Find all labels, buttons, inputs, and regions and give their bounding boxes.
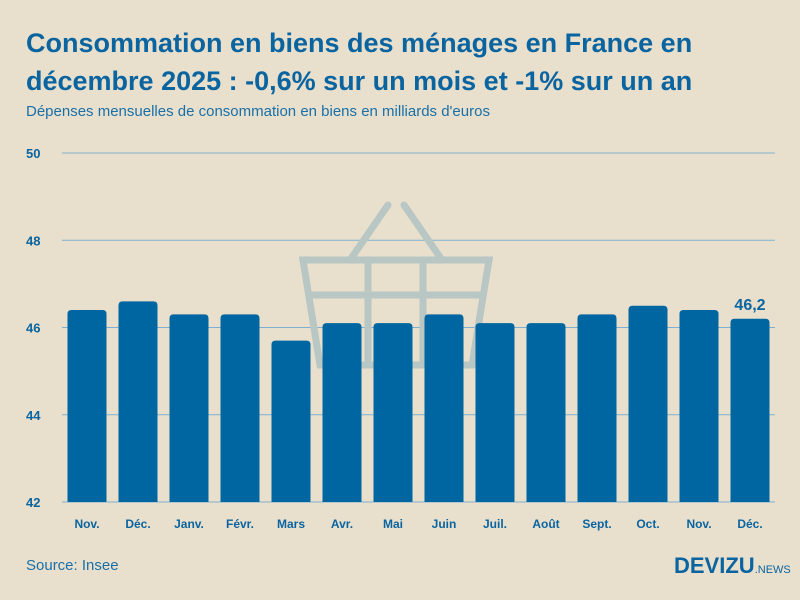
bar xyxy=(679,310,719,502)
x-tick-label: Sept. xyxy=(582,517,611,531)
y-tick-label: 48 xyxy=(26,233,40,248)
bar xyxy=(628,305,668,502)
shopping-basket-icon xyxy=(298,201,494,369)
y-tick-label: 42 xyxy=(26,495,40,510)
x-tick-label: Déc. xyxy=(125,517,150,531)
y-tick-label: 50 xyxy=(26,146,40,161)
x-tick-label: Janv. xyxy=(174,517,204,531)
bar xyxy=(169,314,209,502)
x-tick-label: Févr. xyxy=(226,517,254,531)
x-tick-label: Déc. xyxy=(737,517,762,531)
bar xyxy=(67,310,107,502)
chart-subtitle: Dépenses mensuelles de consommation en b… xyxy=(26,103,490,120)
bar xyxy=(730,318,770,502)
bar xyxy=(526,323,566,502)
bar xyxy=(577,314,617,502)
chart-header: Consommation en biens des ménages en Fra… xyxy=(26,24,796,121)
bar xyxy=(220,314,260,502)
bar xyxy=(424,314,464,502)
x-tick-label: Avr. xyxy=(331,517,353,531)
bar xyxy=(118,301,158,502)
y-tick-label: 44 xyxy=(26,408,41,423)
bar xyxy=(373,323,413,502)
y-tick-label: 46 xyxy=(26,321,40,336)
chart-title: Consommation en biens des ménages en Fra… xyxy=(26,28,693,96)
x-tick-label: Mai xyxy=(383,517,403,531)
x-tick-label: Oct. xyxy=(636,517,659,531)
bar xyxy=(475,323,515,502)
bar xyxy=(271,340,311,502)
x-tick-label: Nov. xyxy=(686,517,711,531)
x-tick-label: Juin xyxy=(432,517,457,531)
source-note: Source: Insee xyxy=(26,557,119,574)
data-label: 46,2 xyxy=(734,297,765,314)
x-tick-label: Mars xyxy=(277,517,305,531)
devizu-logo: DEVIZU.NEWS xyxy=(674,553,791,578)
bar xyxy=(322,323,362,502)
x-tick-label: Juil. xyxy=(483,517,507,531)
x-tick-label: Nov. xyxy=(74,517,99,531)
x-tick-label: Août xyxy=(532,517,559,531)
